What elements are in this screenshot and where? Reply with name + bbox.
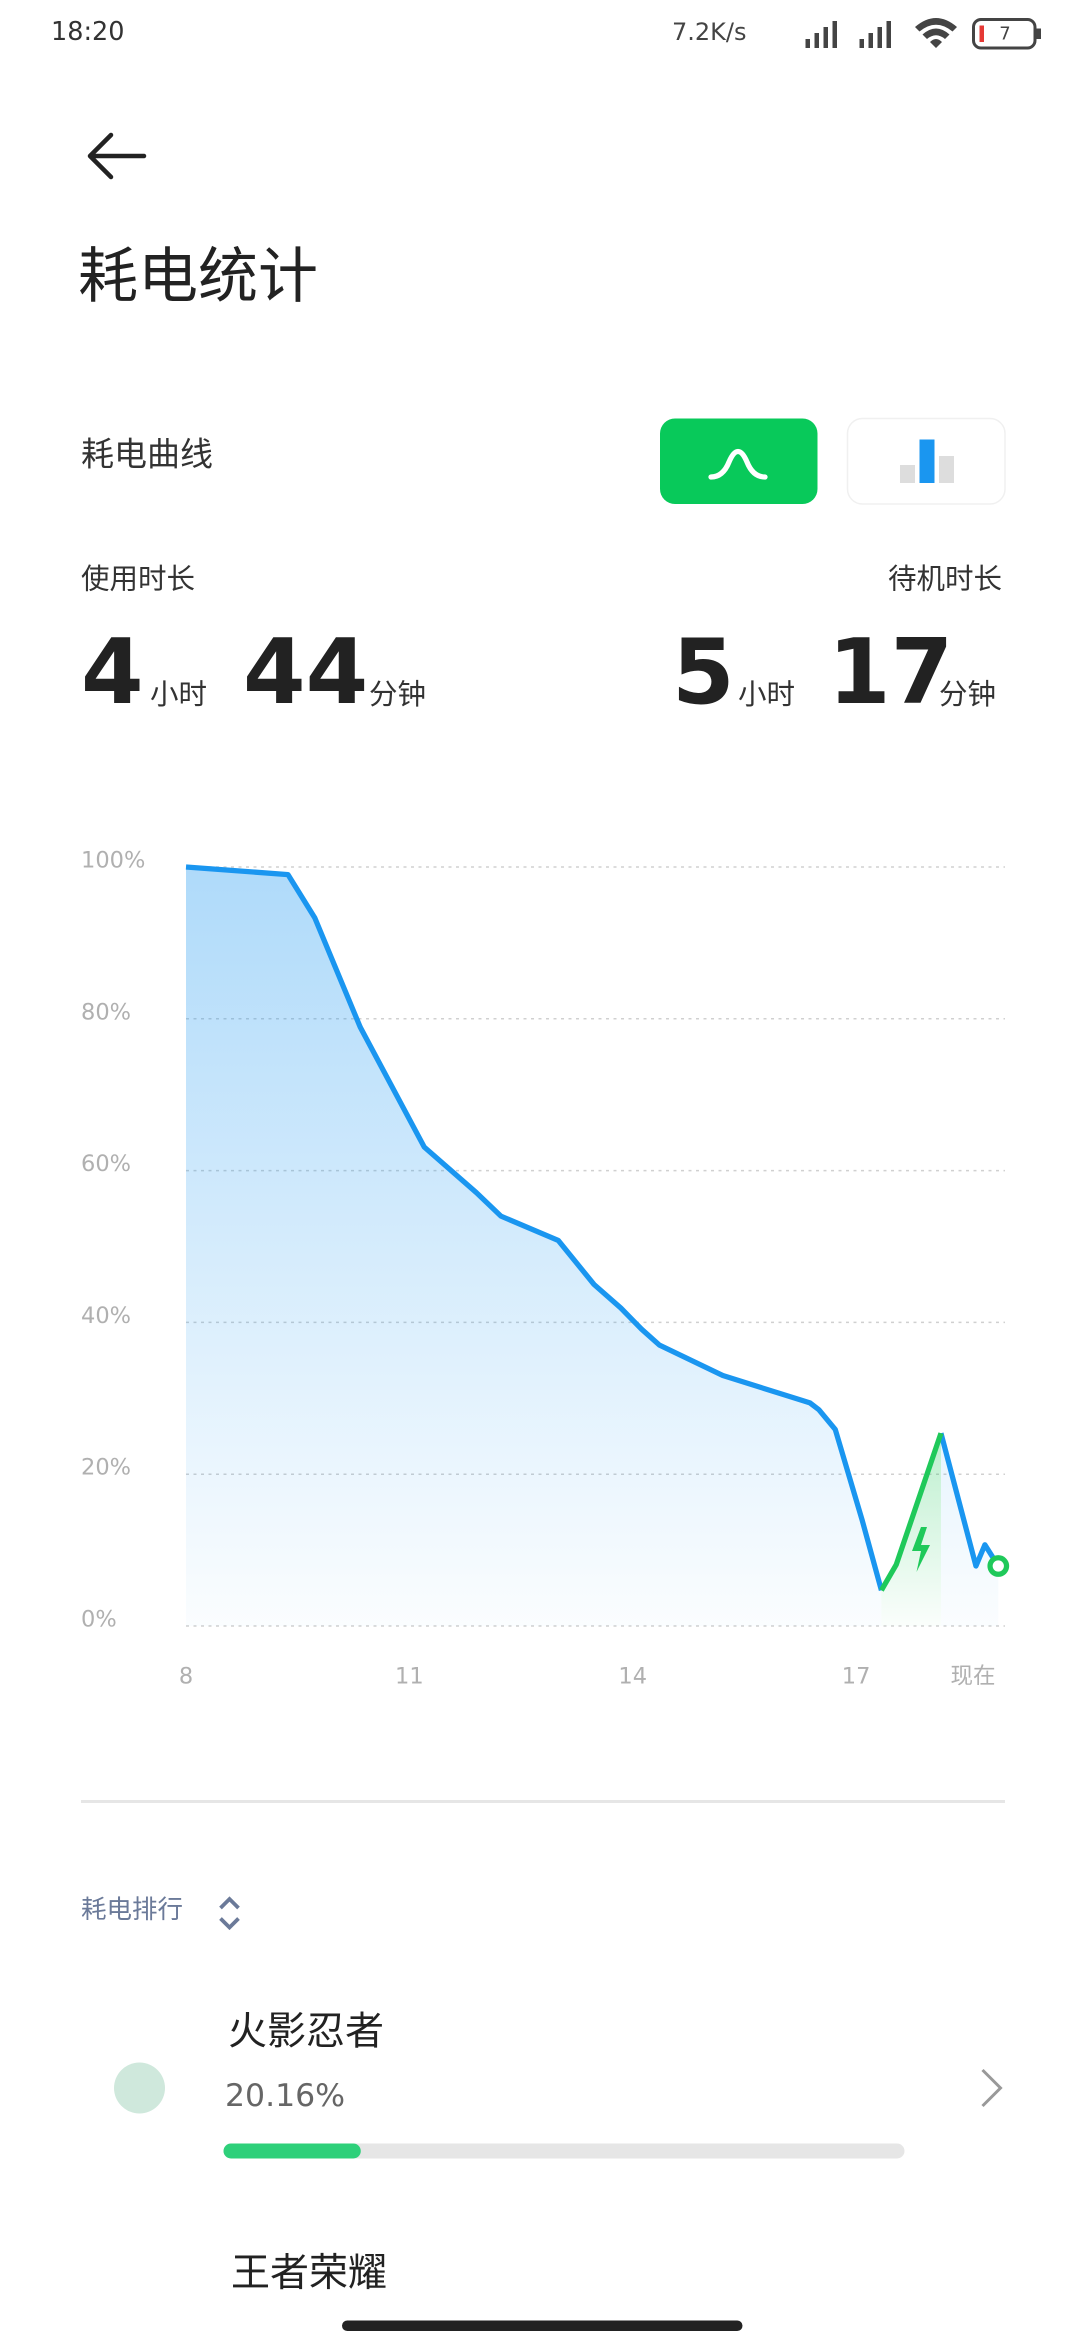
x-tick-label: 8 xyxy=(179,1664,193,1690)
series-line xyxy=(185,864,1001,1592)
usage-minutes-unit: 分钟 xyxy=(369,678,426,711)
battery-level: 7 xyxy=(999,24,1010,45)
app-name: 火影忍者 xyxy=(228,2010,384,2055)
y-tick-label: 40% xyxy=(81,1303,131,1329)
app-percent: 20.16% xyxy=(225,2078,345,2114)
y-tick-label: 20% xyxy=(81,1455,131,1481)
ranking-title: 耗电排行 xyxy=(81,1895,183,1925)
status-time: 18:20 xyxy=(51,17,125,47)
standby-minutes: 17 xyxy=(828,620,953,725)
usage-hours: 4 xyxy=(81,620,144,725)
y-tick-label: 100% xyxy=(81,848,145,874)
app-icon xyxy=(114,2062,165,2114)
chevron xyxy=(981,2068,1003,2108)
standby-minutes-unit: 分钟 xyxy=(939,678,996,711)
series-area xyxy=(186,867,999,1626)
standby-label: 待机时长 xyxy=(888,563,1002,596)
network-speed: 7.2K/s xyxy=(672,18,747,46)
current-point xyxy=(987,1555,1010,1577)
standby-hours-unit: 小时 xyxy=(738,678,795,711)
x-tick-label: 14 xyxy=(618,1664,647,1690)
y-tick-label: 60% xyxy=(81,1151,131,1177)
section-title: 耗电曲线 xyxy=(81,435,213,474)
x-tick-label: 现在 xyxy=(950,1664,995,1690)
y-tick-label: 0% xyxy=(81,1607,117,1633)
page-title: 耗电统计 xyxy=(78,242,318,312)
back-button[interactable] xyxy=(87,132,147,180)
usage-hours-unit: 小时 xyxy=(150,678,207,711)
ranking-sort[interactable]: 耗电排行 xyxy=(81,1895,240,1931)
usage-label: 使用时长 xyxy=(81,563,195,596)
series-line xyxy=(879,1432,944,1592)
battery-chart: 0% 20% 40% 60% 80% 100% 8 11 14 17 现在 xyxy=(81,848,1010,1690)
x-tick-label: 11 xyxy=(395,1664,424,1690)
curve-toggle[interactable] xyxy=(660,418,818,505)
standby-hours: 5 xyxy=(672,620,735,725)
status-icons xyxy=(805,18,1041,50)
charging-icon xyxy=(912,1527,930,1572)
app-item[interactable]: 火影忍者 20.16% xyxy=(114,2010,1003,2159)
app-name[interactable]: 王者荣耀 xyxy=(231,2251,387,2296)
home-indicator xyxy=(342,2320,743,2331)
bar-toggle[interactable] xyxy=(846,417,1006,505)
y-tick-label: 80% xyxy=(81,999,131,1025)
progress-fill xyxy=(223,2143,361,2159)
x-tick-label: 17 xyxy=(842,1664,871,1690)
progress-track xyxy=(223,2143,905,2159)
usage-minutes: 44 xyxy=(243,620,368,725)
